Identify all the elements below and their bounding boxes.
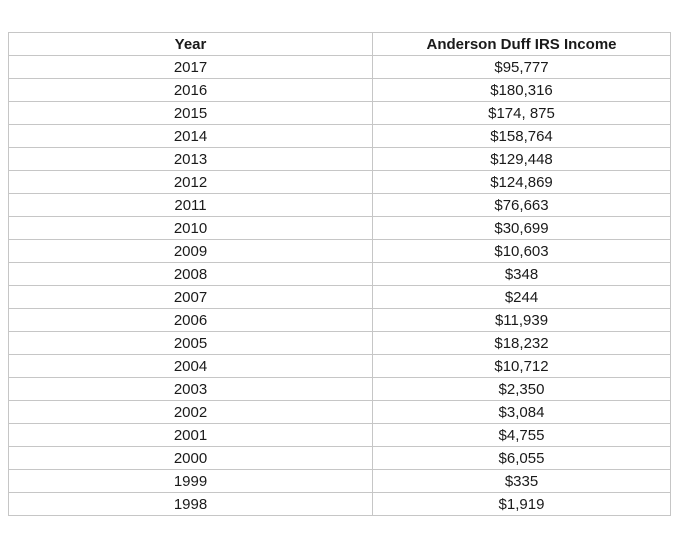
table-row: 2001 $4,755 [8,423,671,447]
year-cell: 2006 [8,308,373,332]
table-row: 2010 $30,699 [8,216,671,240]
year-cell: 2013 [8,147,373,171]
income-cell: $180,316 [372,78,671,102]
income-cell: $124,869 [372,170,671,194]
income-cell: $6,055 [372,446,671,470]
table-row: 2000 $6,055 [8,446,671,470]
table-row: 2007 $244 [8,285,671,309]
table-row: 2012 $124,869 [8,170,671,194]
year-cell: 2002 [8,400,373,424]
header-row: Year Anderson Duff IRS Income [8,32,671,56]
income-cell: $18,232 [372,331,671,355]
income-cell: $2,350 [372,377,671,401]
income-cell: $1,919 [372,492,671,516]
year-cell: 2001 [8,423,373,447]
year-cell: 2014 [8,124,373,148]
income-cell: $348 [372,262,671,286]
year-cell: 2008 [8,262,373,286]
year-cell: 2015 [8,101,373,125]
year-cell: 2000 [8,446,373,470]
table-body: 2017 $95,777 2016 $180,316 2015 $174, 875 2014… [8,55,671,516]
table-row: 2004 $10,712 [8,354,671,378]
table-row: 2014 $158,764 [8,124,671,148]
income-cell: $3,084 [372,400,671,424]
year-cell: 2016 [8,78,373,102]
year-cell: 2017 [8,55,373,79]
table-row: 2016 $180,316 [8,78,671,102]
table-row: 2003 $2,350 [8,377,671,401]
income-cell: $158,764 [372,124,671,148]
income-cell: $95,777 [372,55,671,79]
table-row: 2013 $129,448 [8,147,671,171]
income-cell: $10,603 [372,239,671,263]
column-header-income: Anderson Duff IRS Income [372,32,671,56]
table-row: 2008 $348 [8,262,671,286]
income-cell: $244 [372,285,671,309]
year-cell: 1999 [8,469,373,493]
year-cell: 2011 [8,193,373,217]
income-cell: $129,448 [372,147,671,171]
year-cell: 2010 [8,216,373,240]
year-cell: 1998 [8,492,373,516]
table-row: 2002 $3,084 [8,400,671,424]
income-cell: $174, 875 [372,101,671,125]
income-cell: $4,755 [372,423,671,447]
year-cell: 2012 [8,170,373,194]
income-cell: $335 [372,469,671,493]
year-cell: 2009 [8,239,373,263]
year-cell: 2005 [8,331,373,355]
year-cell: 2004 [8,354,373,378]
income-cell: $11,939 [372,308,671,332]
table-row: 2005 $18,232 [8,331,671,355]
column-header-year: Year [8,32,373,56]
table-row: 1998 $1,919 [8,492,671,516]
year-cell: 2007 [8,285,373,309]
year-cell: 2003 [8,377,373,401]
irs-income-table: Year Anderson Duff IRS Income 2017 $95,77… [8,32,671,516]
table-row: 2006 $11,939 [8,308,671,332]
table-row: 2015 $174, 875 [8,101,671,125]
income-cell: $76,663 [372,193,671,217]
table-row: 2009 $10,603 [8,239,671,263]
income-cell: $10,712 [372,354,671,378]
table-row: 1999 $335 [8,469,671,493]
table-row: 2017 $95,777 [8,55,671,79]
table-row: 2011 $76,663 [8,193,671,217]
income-cell: $30,699 [372,216,671,240]
